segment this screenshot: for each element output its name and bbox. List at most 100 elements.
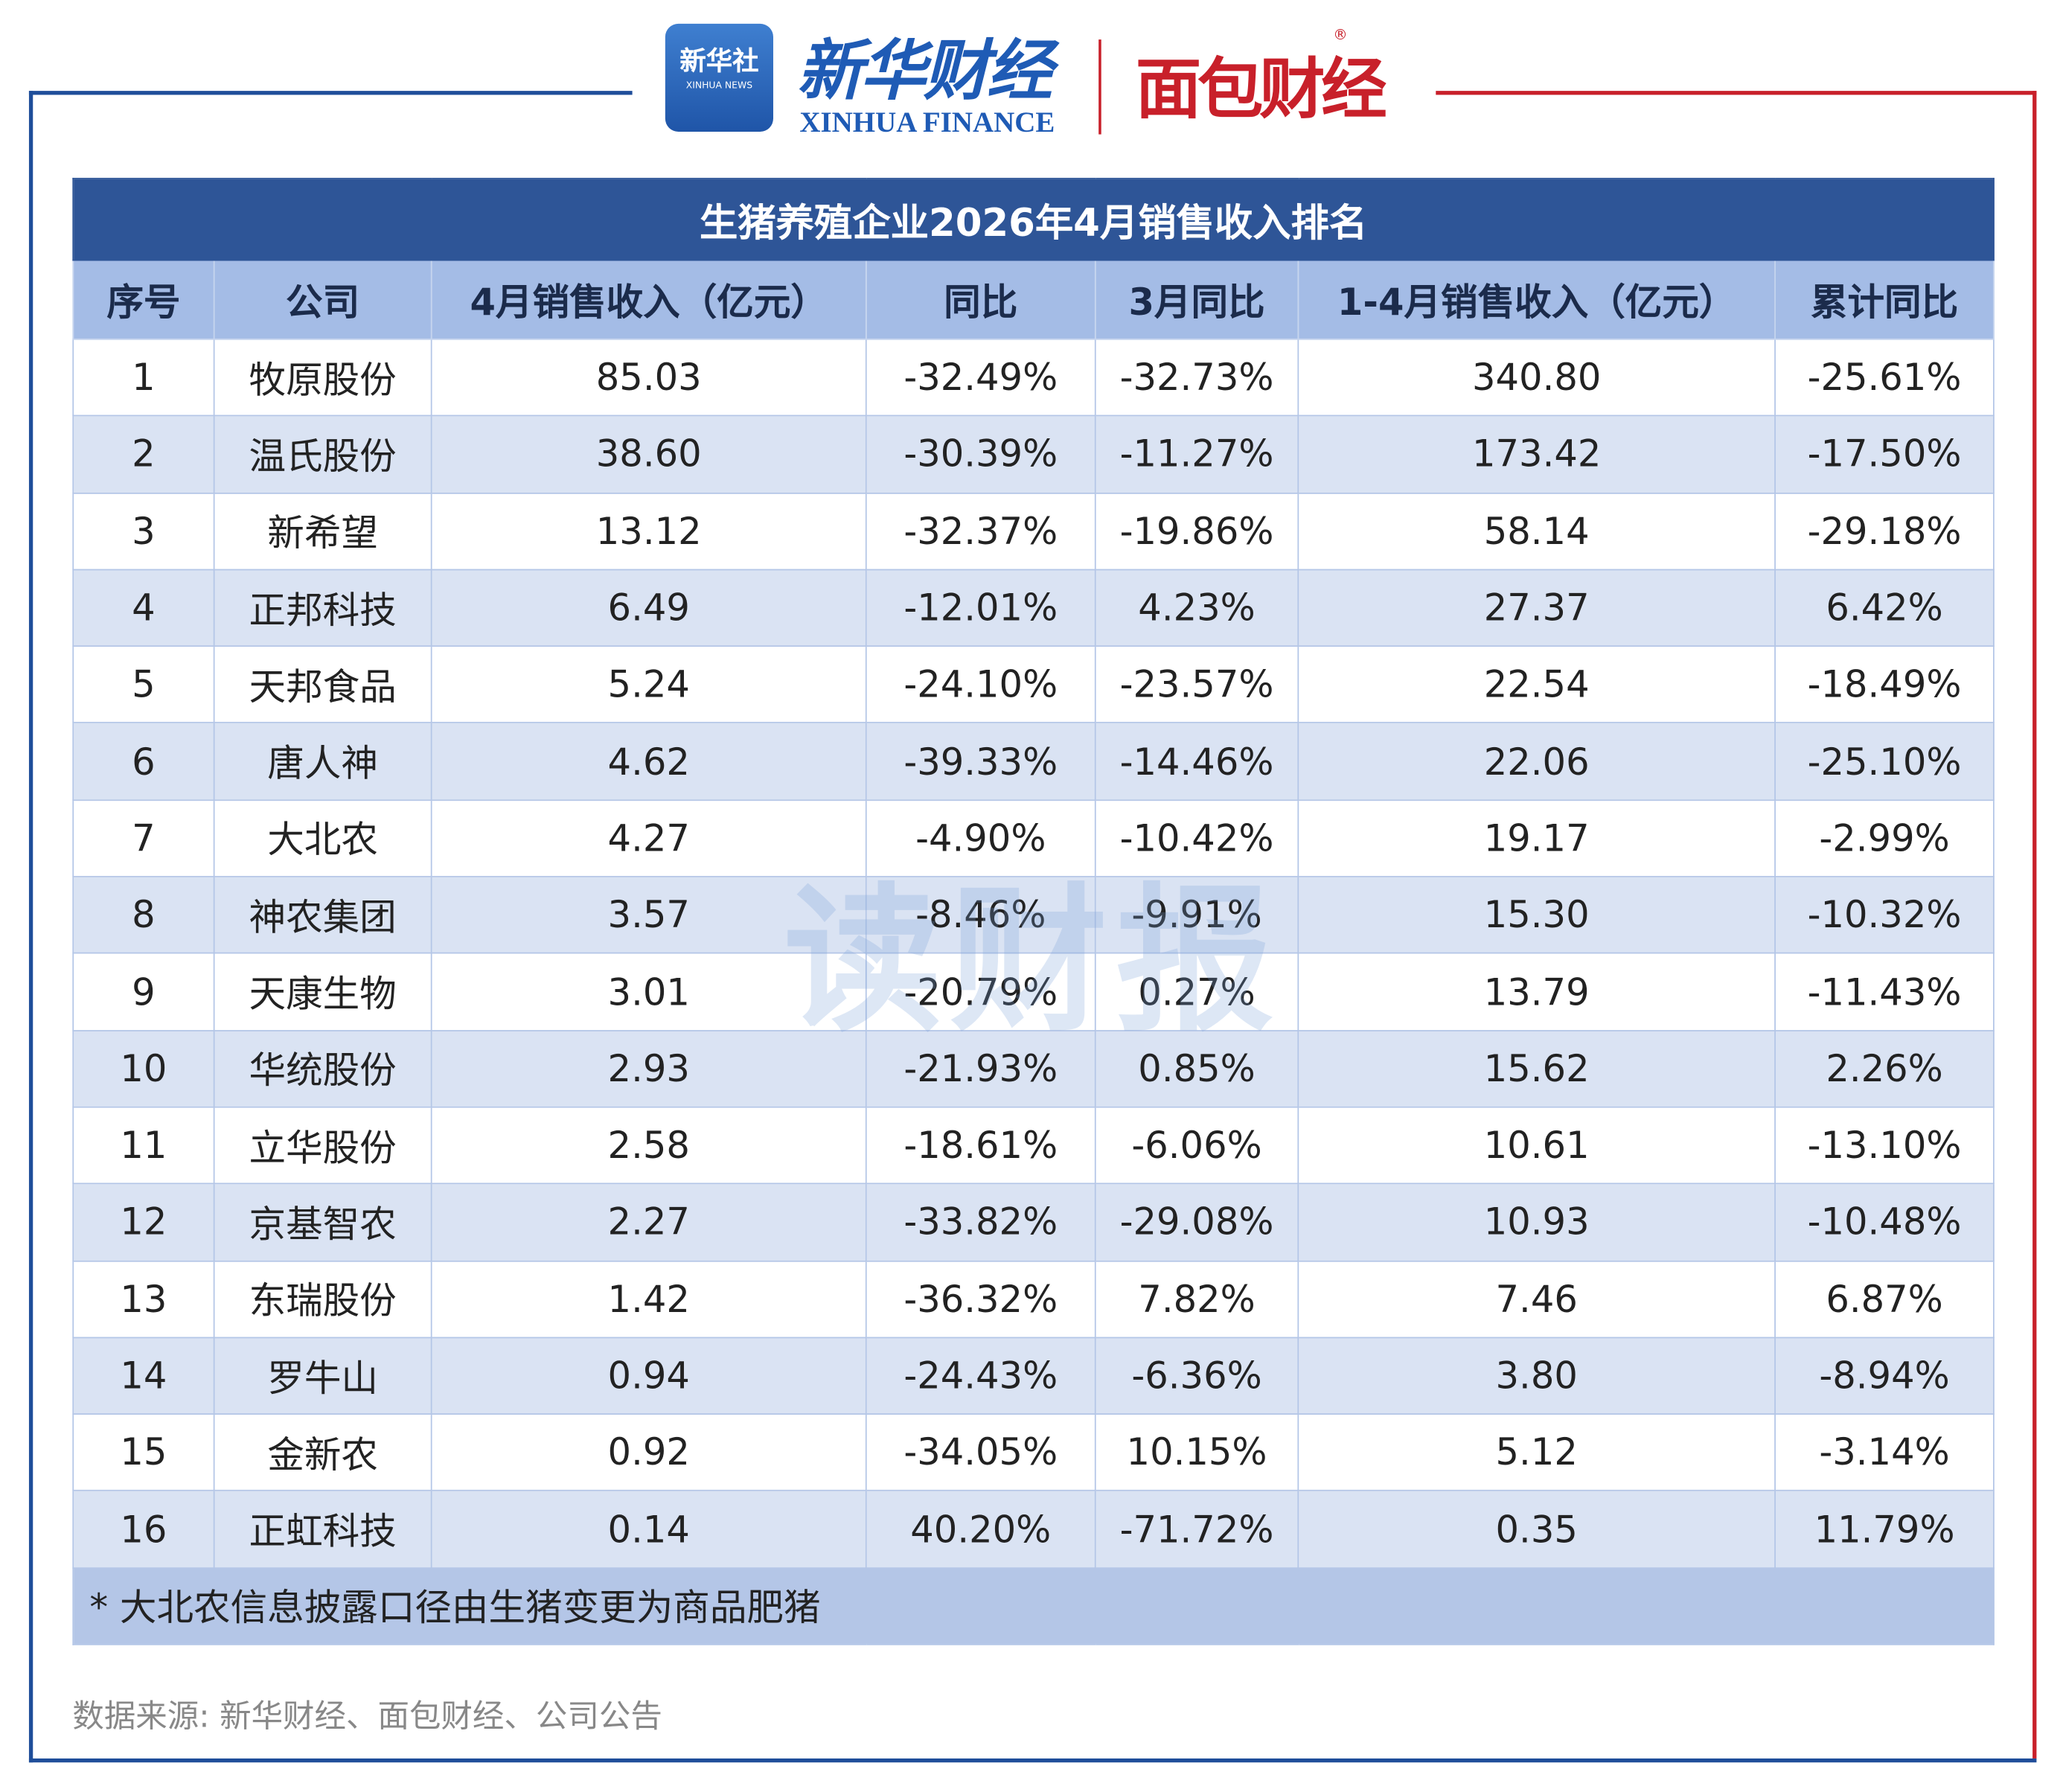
table-cell: 神农集团 (213, 876, 432, 955)
table-cell: 7 (72, 799, 215, 877)
table-cell: 5 (72, 645, 215, 724)
table-cell: -10.48% (1774, 1183, 1995, 1261)
table-cell: 2.58 (430, 1106, 867, 1185)
table-cell: 40.20% (865, 1490, 1096, 1569)
table-cell: -2.99% (1774, 799, 1995, 877)
frame-line (1436, 91, 2037, 95)
table-cell: 10.15% (1094, 1413, 1299, 1492)
table-cell: -8.46% (865, 876, 1096, 955)
table-cell: 6.49 (430, 569, 867, 647)
table-cell: -18.49% (1774, 645, 1995, 724)
table-cell: 19.17 (1297, 799, 1776, 877)
table-cell: 9 (72, 953, 215, 1031)
table-row: 16 正虹科技 0.14 40.20% -71.72% 0.35 11.79% (72, 1490, 1995, 1569)
frame-line (28, 1758, 2037, 1763)
table-cell: -14.46% (1094, 722, 1299, 801)
table-row: 13 东瑞股份 1.42 -36.32% 7.82% 7.46 6.87% (72, 1260, 1995, 1339)
table-cell: 16 (72, 1490, 215, 1569)
table-cell: 10.61 (1297, 1106, 1776, 1185)
frame-line (2032, 91, 2037, 1759)
table-cell: 10.93 (1297, 1183, 1776, 1261)
table-cell: -19.86% (1094, 492, 1299, 571)
frame-line (28, 91, 33, 1763)
table-cell: -23.57% (1094, 645, 1299, 724)
table-cell: -39.33% (865, 722, 1096, 801)
table-cell: -11.43% (1774, 953, 1995, 1031)
table-cell: 2.93 (430, 1029, 867, 1108)
table-cell: 温氏股份 (213, 415, 432, 494)
table-cell: -33.82% (865, 1183, 1096, 1261)
table-row: 3 新希望 13.12 -32.37% -19.86% 58.14 -29.18% (72, 492, 1995, 571)
logo-text: XINHUA NEWS (685, 80, 753, 92)
xinhua-news-logo: 新华社 XINHUA NEWS (665, 23, 773, 132)
table-cell: -24.10% (865, 645, 1096, 724)
source-note: 数据来源: 新华财经、面包财经、公司公告 (72, 1697, 662, 1735)
table-cell: -3.14% (1774, 1413, 1995, 1492)
table-cell: 0.27% (1094, 953, 1299, 1031)
table-cell: 13 (72, 1260, 215, 1339)
table-cell: 0.14 (430, 1490, 867, 1569)
table-cell: 15.30 (1297, 876, 1776, 955)
table-cell: 13.79 (1297, 953, 1776, 1031)
column-header: 同比 (865, 259, 1096, 340)
table-cell: -10.32% (1774, 876, 1995, 955)
table-cell: 2.27 (430, 1183, 867, 1261)
table-cell: 0.94 (430, 1337, 867, 1415)
table-cell: 0.35 (1297, 1490, 1776, 1569)
table-cell: 天邦食品 (213, 645, 432, 724)
table-cell: 6 (72, 722, 215, 801)
table-cell: 天康生物 (213, 953, 432, 1031)
table-cell: 3.80 (1297, 1337, 1776, 1415)
table-cell: 12 (72, 1183, 215, 1261)
table-cell: 173.42 (1297, 415, 1776, 494)
table-cell: -24.43% (865, 1337, 1096, 1415)
frame-line (28, 91, 633, 95)
table-cell: -18.61% (865, 1106, 1096, 1185)
column-header: 1-4月销售收入（亿元） (1297, 259, 1776, 340)
table-cell: 3.01 (430, 953, 867, 1031)
table-cell: 新希望 (213, 492, 432, 571)
table-cell: -12.01% (865, 569, 1096, 647)
table-cell: 7.46 (1297, 1260, 1776, 1339)
table-cell: -8.94% (1774, 1337, 1995, 1415)
ranking-table: 生猪养殖企业2026年4月销售收入排名 序号 公司 4月销售收入（亿元） 同比 3月同比… (72, 177, 1995, 1645)
table-cell: 6.42% (1774, 569, 1995, 647)
table-cell: 4 (72, 569, 215, 647)
table-cell: -32.49% (865, 338, 1096, 417)
table-row: 10 华统股份 2.93 -21.93% 0.85% 15.62 2.26% (72, 1029, 1995, 1108)
table-cell: 4.62 (430, 722, 867, 801)
logo-text: XINHUA FINANCE (799, 105, 1055, 138)
table-cell: 15 (72, 1413, 215, 1492)
table-cell: 13.12 (430, 492, 867, 571)
table-row: 1 牧原股份 85.03 -32.49% -32.73% 340.80 -25.61% (72, 338, 1995, 417)
logo-text: 新华社 (679, 45, 759, 77)
table-row: 15 金新农 0.92 -34.05% 10.15% 5.12 -3.14% (72, 1413, 1995, 1492)
table-cell: 8 (72, 876, 215, 955)
table-row: 12 京基智农 2.27 -33.82% -29.08% 10.93 -10.48% (72, 1183, 1995, 1261)
table-cell: -71.72% (1094, 1490, 1299, 1569)
table-cell: -17.50% (1774, 415, 1995, 494)
table-row: 7 大北农 4.27 -4.90% -10.42% 19.17 -2.99% (72, 799, 1995, 877)
table-cell: 正邦科技 (213, 569, 432, 647)
column-header: 3月同比 (1094, 259, 1299, 340)
table-cell: -11.27% (1094, 415, 1299, 494)
table-cell: 华统股份 (213, 1029, 432, 1108)
registered-mark: ® (1333, 26, 1348, 44)
table-cell: 4.23% (1094, 569, 1299, 647)
divider (1098, 39, 1101, 135)
table-cell: 0.92 (430, 1413, 867, 1492)
table-cell: -20.79% (865, 953, 1096, 1031)
table-cell: 5.24 (430, 645, 867, 724)
table-cell: -29.08% (1094, 1183, 1299, 1261)
table-cell: 唐人神 (213, 722, 432, 801)
table-cell: -34.05% (865, 1413, 1096, 1492)
table-cell: -32.73% (1094, 338, 1299, 417)
table-row: 14 罗牛山 0.94 -24.43% -6.36% 3.80 -8.94% (72, 1337, 1995, 1415)
table-cell: -25.10% (1774, 722, 1995, 801)
table-cell: 大北农 (213, 799, 432, 877)
table-cell: -13.10% (1774, 1106, 1995, 1185)
table-cell: 1 (72, 338, 215, 417)
column-header: 累计同比 (1774, 259, 1995, 340)
table-row: 11 立华股份 2.58 -18.61% -6.06% 10.61 -13.10% (72, 1106, 1995, 1185)
table-cell: 11 (72, 1106, 215, 1185)
